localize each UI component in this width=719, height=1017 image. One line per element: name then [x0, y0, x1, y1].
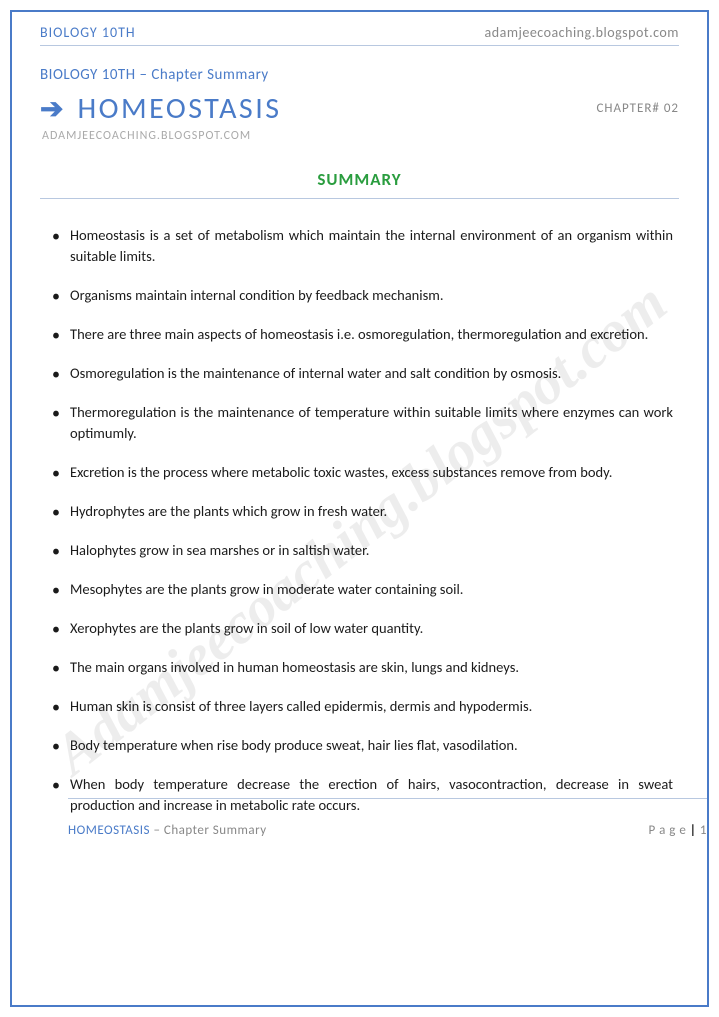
page-number: 1 [700, 823, 707, 838]
page-label: P a g e [648, 823, 689, 838]
page-title: HOMEOSTASIS [77, 90, 281, 127]
list-item: Xerophytes are the plants grow in soil o… [46, 618, 673, 639]
header-url: adamjeecoaching.blogspot.com [485, 24, 679, 41]
list-item: The main organs involved in human homeos… [46, 657, 673, 678]
list-item: Osmoregulation is the maintenance of int… [46, 363, 673, 384]
list-item: Hydrophytes are the plants which grow in… [46, 501, 673, 522]
header-bar: BIOLOGY 10TH adamjeecoaching.blogspot.co… [40, 24, 679, 46]
section-heading: SUMMARY [40, 169, 679, 199]
list-item: Human skin is consist of three layers ca… [46, 696, 673, 717]
footer-title: HOMEOSTASIS [68, 823, 150, 838]
list-item: Thermoregulation is the maintenance of t… [46, 402, 673, 444]
arrow-right-icon: ➔ [40, 91, 63, 126]
footer-suffix: – Chapter Summary [150, 823, 267, 838]
footer-right: P a g e | 1 [648, 823, 707, 838]
summary-content: Homeostasis is a set of metabolism which… [40, 225, 679, 816]
sub-url-text: ADAMJEECOACHING.BLOGSPOT.COM [42, 129, 679, 143]
list-item: Organisms maintain internal condition by… [46, 285, 673, 306]
list-item: Mesophytes are the plants grow in modera… [46, 579, 673, 600]
header-subject: BIOLOGY 10TH [40, 24, 136, 41]
list-item: Halophytes grow in sea marshes or in sal… [46, 540, 673, 561]
list-item: There are three main aspects of homeosta… [46, 324, 673, 345]
chapter-number: CHAPTER# 02 [596, 101, 679, 116]
title-row: ➔ HOMEOSTASIS CHAPTER# 02 [40, 90, 679, 127]
list-item: When body temperature decrease the erect… [46, 774, 673, 816]
page-sep: | [690, 823, 700, 838]
bullet-list: Homeostasis is a set of metabolism which… [46, 225, 673, 816]
list-item: Homeostasis is a set of metabolism which… [46, 225, 673, 267]
page-frame: Adamjeecoaching.blogspot.com BIOLOGY 10T… [10, 10, 709, 1007]
list-item: Body temperature when rise body produce … [46, 735, 673, 756]
title-left-group: ➔ HOMEOSTASIS [40, 90, 282, 127]
chapter-label: BIOLOGY 10TH – Chapter Summary [40, 66, 679, 84]
footer-bar: HOMEOSTASIS – Chapter Summary P a g e | … [68, 823, 707, 838]
footer-left: HOMEOSTASIS – Chapter Summary [68, 823, 267, 838]
list-item: Excretion is the process where metabolic… [46, 462, 673, 483]
footer-rule [68, 798, 707, 799]
